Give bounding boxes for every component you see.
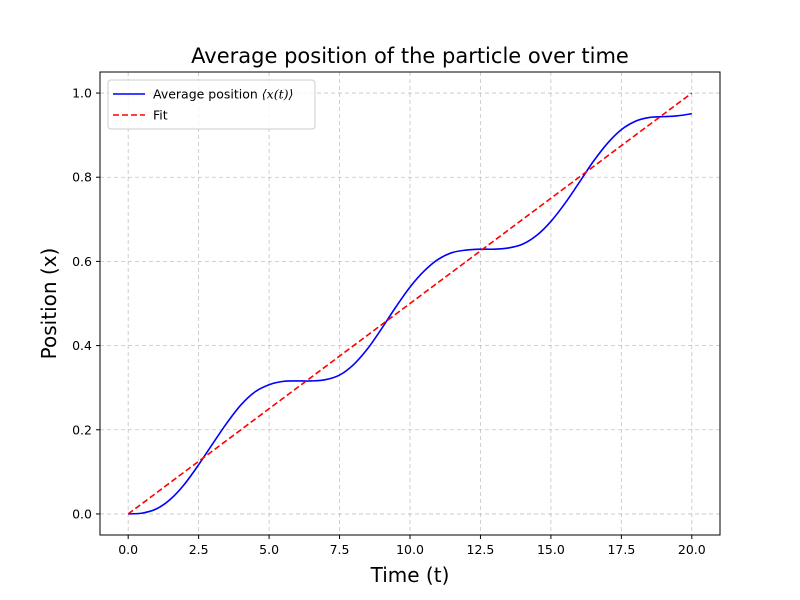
x-axis-label: Time (t) xyxy=(370,563,450,587)
y-tick-label: 1.0 xyxy=(72,86,92,101)
x-tick-label: 0.0 xyxy=(118,542,138,557)
grid xyxy=(100,72,720,535)
y-tick-label: 0.6 xyxy=(72,254,92,269)
legend-box xyxy=(107,79,316,130)
series-average-position-line xyxy=(128,112,692,515)
plot-lines xyxy=(127,92,693,515)
legend-entry-fit: Fit xyxy=(153,108,168,123)
legend-entry-average-position-text: Average position xyxy=(153,87,262,102)
legend-entry-average-position: Average position ⟨x(t)⟩ xyxy=(153,87,293,102)
y-tick-label: 0.2 xyxy=(72,422,92,437)
x-tick-label: 15.0 xyxy=(537,542,565,557)
y-tick-label: 0.0 xyxy=(72,506,92,521)
x-tick-label: 2.5 xyxy=(189,542,209,557)
x-tick-label: 5.0 xyxy=(259,542,279,557)
series-fit-line xyxy=(127,92,693,515)
y-axis-label: Position (x) xyxy=(37,248,61,360)
legend: Average position ⟨x(t)⟩ Fit xyxy=(107,79,316,130)
x-tick-label: 20.0 xyxy=(678,542,706,557)
ticks: 0.0 2.5 5.0 7.5 10.0 12.5 15.0 17.5 20.0 0.0 0.2 0.… xyxy=(72,86,706,557)
legend-entry-average-position-math: ⟨x(t)⟩ xyxy=(262,87,294,102)
chart-title: Average position of the particle over ti… xyxy=(191,44,629,68)
y-tick-label: 0.8 xyxy=(72,170,92,185)
x-tick-label: 12.5 xyxy=(467,542,495,557)
x-tick-label: 17.5 xyxy=(607,542,635,557)
x-tick-label: 10.0 xyxy=(396,542,424,557)
x-tick-label: 7.5 xyxy=(330,542,350,557)
y-tick-label: 0.4 xyxy=(72,338,92,353)
